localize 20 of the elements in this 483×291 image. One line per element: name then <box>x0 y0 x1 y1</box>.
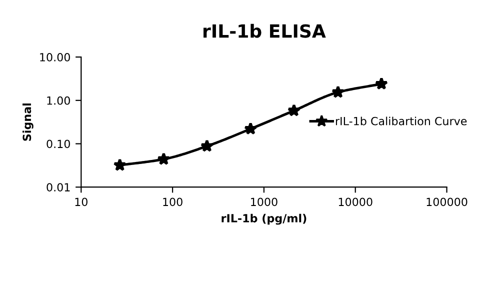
y-tick-label: 0.10 <box>46 140 70 148</box>
point <box>331 85 345 98</box>
point <box>287 104 301 116</box>
x-tick-label: 1000 <box>251 198 278 206</box>
chart-title: rIL-1b ELISA <box>204 24 326 38</box>
x-tick-label: 10 <box>75 198 88 206</box>
point <box>200 139 214 152</box>
y-axis-title: Signal <box>22 104 34 141</box>
x-tick-label: 100000 <box>426 198 468 206</box>
point <box>374 77 388 90</box>
y-tick-label: 0.01 <box>46 183 70 192</box>
point <box>244 122 258 135</box>
point <box>113 158 126 171</box>
legend-label: rIL-1b Calibartion Curve <box>336 116 467 126</box>
y-tick-label: 1.00 <box>47 96 70 105</box>
x-tick-label: 100 <box>163 198 182 206</box>
point <box>157 152 170 165</box>
y-tick-label: 10.00 <box>40 53 70 62</box>
x-tick-label: 10000 <box>338 198 372 206</box>
x-axis-title: rIL-1b (pg/ml) <box>222 214 306 225</box>
